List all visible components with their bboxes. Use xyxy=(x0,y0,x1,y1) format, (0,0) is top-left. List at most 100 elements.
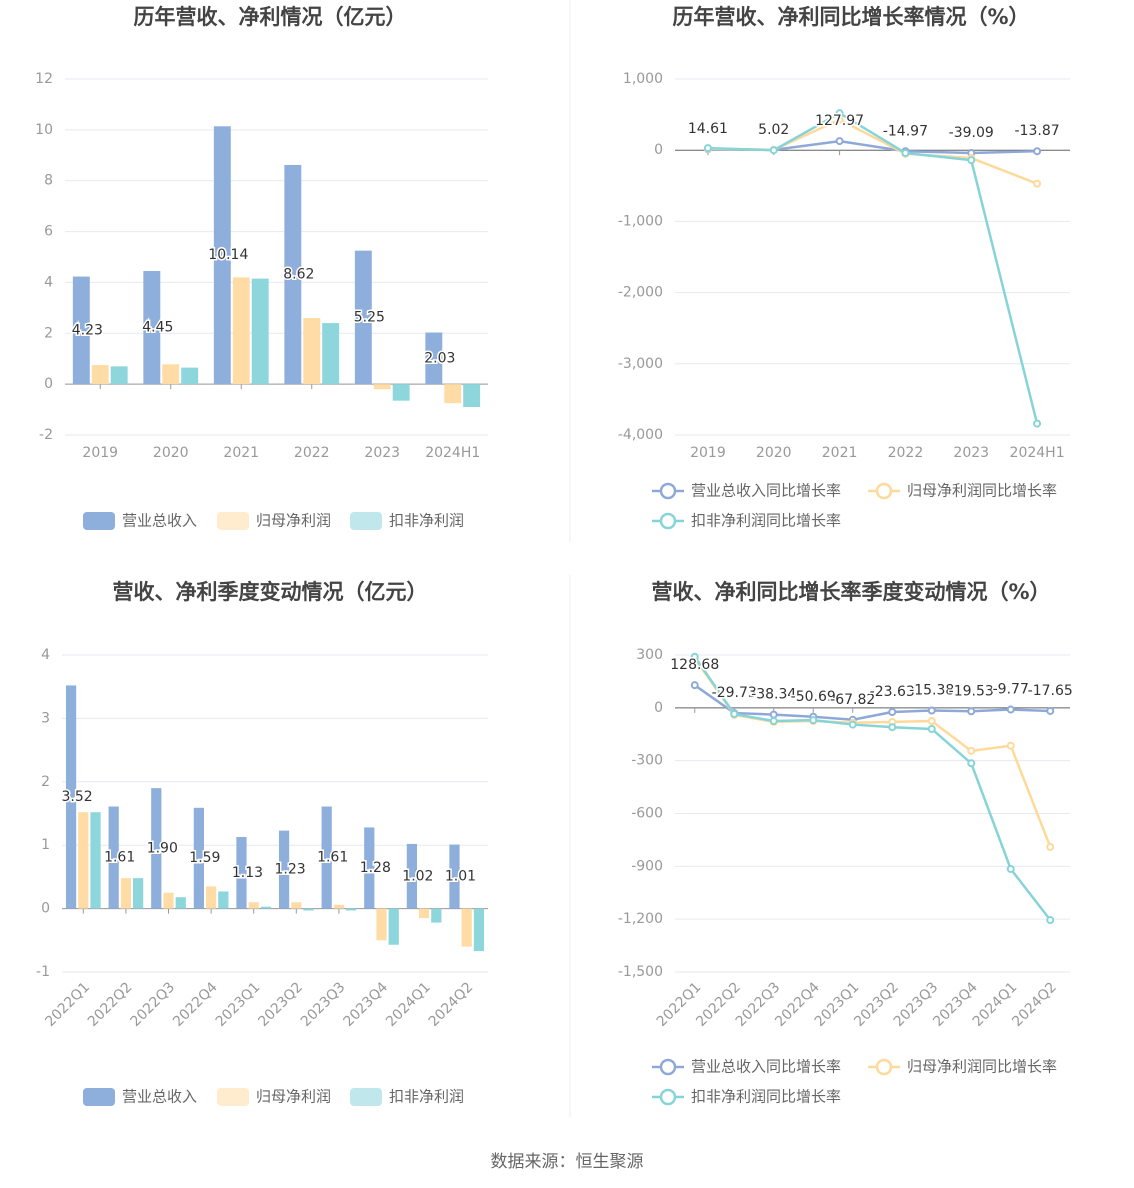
bar xyxy=(218,891,229,909)
legend-label: 归母净利润同比增长率 xyxy=(907,1058,1057,1076)
legend-label: 扣非净利润 xyxy=(389,1088,464,1106)
value-label: -38.34 xyxy=(751,687,796,703)
bar xyxy=(248,902,259,909)
bar xyxy=(425,332,443,385)
x-tick-label: 2024Q2 xyxy=(426,979,477,1030)
y-tick-label: -1,200 xyxy=(618,911,663,927)
x-tick-label: 2022 xyxy=(888,445,924,461)
point xyxy=(1033,419,1042,428)
bar xyxy=(108,806,119,909)
y-tick-label: -1,500 xyxy=(618,964,663,980)
bar xyxy=(133,878,144,909)
bar xyxy=(284,164,302,385)
bar xyxy=(181,367,199,385)
x-tick-label: 2019 xyxy=(82,445,118,461)
bar xyxy=(232,277,250,385)
x-tick-label: 2023Q1 xyxy=(213,979,264,1030)
bar xyxy=(291,902,302,909)
x-tick-label: 2023Q4 xyxy=(341,979,392,1030)
y-tick-label: 3 xyxy=(41,710,50,726)
legend-marker xyxy=(659,482,677,500)
legend-marker xyxy=(659,1088,677,1106)
point xyxy=(690,681,699,690)
value-label: -17.65 xyxy=(1028,683,1073,699)
x-tick-label: 2023Q3 xyxy=(298,979,349,1030)
bar xyxy=(354,250,372,385)
line xyxy=(693,656,1052,921)
legend-label: 营业总收入 xyxy=(122,1088,197,1106)
point xyxy=(835,109,844,118)
y-tick-label: 300 xyxy=(636,647,663,663)
y-tick-label: -1 xyxy=(36,964,50,980)
x-tick-label: 2024H1 xyxy=(1010,445,1065,461)
x-tick-label: 2022Q1 xyxy=(42,979,93,1030)
y-tick-label: 0 xyxy=(654,700,663,716)
x-tick-label: 2024Q1 xyxy=(383,979,434,1030)
bar xyxy=(162,364,180,385)
point xyxy=(901,149,910,158)
bar xyxy=(143,270,161,385)
bar xyxy=(373,384,391,390)
x-tick-label: 2020 xyxy=(756,445,792,461)
point xyxy=(927,724,936,733)
y-tick-label: 4 xyxy=(41,647,50,663)
x-tick-label: 2022 xyxy=(294,445,330,461)
bar xyxy=(333,904,345,909)
value-label: -29.73 xyxy=(712,685,757,701)
legend-marker xyxy=(659,512,677,530)
x-tick-label: 2021 xyxy=(822,445,858,461)
y-tick-label: 0 xyxy=(44,376,53,392)
value-label: 1.90 xyxy=(147,840,178,856)
point xyxy=(888,723,897,732)
value-label: -13.87 xyxy=(1015,123,1060,139)
y-tick-label: 12 xyxy=(35,71,53,87)
value-label: 2.03 xyxy=(424,350,455,366)
value-label: -19.53 xyxy=(949,683,994,699)
x-tick-label: 2022Q3 xyxy=(128,979,179,1030)
bar xyxy=(463,384,481,408)
bar xyxy=(346,908,357,911)
point xyxy=(967,707,976,716)
bar xyxy=(278,830,290,909)
legend-label: 营业总收入同比增长率 xyxy=(691,1058,841,1076)
legend-swatch xyxy=(83,512,115,530)
y-tick-label: 1 xyxy=(41,837,50,853)
point xyxy=(1006,864,1015,873)
y-tick-label: -2,000 xyxy=(618,285,663,301)
value-label: 1.28 xyxy=(360,860,391,876)
line xyxy=(694,684,1051,722)
y-tick-label: -600 xyxy=(631,806,663,822)
bar xyxy=(72,276,90,385)
point xyxy=(1046,842,1055,851)
chart-title: 营收、净利同比增长率季度变动情况（%） xyxy=(651,580,1050,604)
bar xyxy=(303,908,314,911)
legend-label: 营业总收入 xyxy=(122,512,197,530)
value-label: 128.68 xyxy=(670,657,719,673)
legend-marker xyxy=(875,482,893,500)
bar xyxy=(473,908,485,952)
y-tick-label: 1,000 xyxy=(623,71,663,87)
x-tick-label: 2024Q2 xyxy=(1009,979,1060,1030)
legend-label: 扣非净利润 xyxy=(389,512,464,530)
point xyxy=(1046,916,1055,925)
y-tick-label: 0 xyxy=(41,901,50,917)
bar xyxy=(151,788,162,909)
bar xyxy=(449,844,460,909)
line xyxy=(707,111,1039,424)
bar xyxy=(175,897,186,909)
y-tick-label: 8 xyxy=(44,173,53,189)
value-label: 1.61 xyxy=(104,850,135,866)
point xyxy=(888,707,897,716)
y-tick-label: 4 xyxy=(44,274,53,290)
value-label: -50.69 xyxy=(791,689,836,705)
bar xyxy=(110,366,128,385)
value-label: -14.97 xyxy=(883,123,928,139)
y-tick-label: 6 xyxy=(44,224,53,240)
source: 数据来源：恒生聚源 xyxy=(491,1152,644,1172)
value-label: 5.25 xyxy=(354,309,385,325)
y-tick-label: -2 xyxy=(39,427,53,443)
y-tick-label: -300 xyxy=(631,753,663,769)
legend-label: 扣非净利润同比增长率 xyxy=(691,1088,841,1106)
value-label: -23.63 xyxy=(870,684,915,700)
point xyxy=(1033,179,1042,188)
